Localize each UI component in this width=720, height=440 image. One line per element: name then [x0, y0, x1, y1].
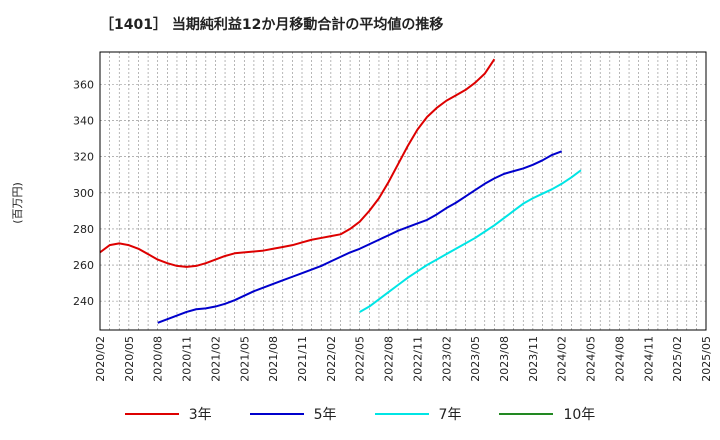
y-tick-label: 300 [73, 187, 94, 200]
series-lines [99, 58, 582, 324]
x-tick-label: 2020/02 [94, 336, 107, 382]
x-tick-label: 2025/02 [671, 336, 684, 382]
x-tick-label: 2023/11 [527, 336, 540, 382]
x-tick-label: 2022/08 [383, 336, 396, 382]
chart-title: ［1401］ 当期純利益12か月移動合計の平均値の推移 [100, 17, 444, 33]
grid-lines [100, 52, 706, 330]
legend-item: 3年 [124, 404, 212, 424]
legend-item: 10年 [499, 404, 595, 424]
x-tick-label: 2021/08 [267, 336, 280, 382]
legend-item: 7年 [374, 404, 462, 424]
x-tick-label: 2024/05 [585, 336, 598, 382]
x-tick-label: 2024/02 [556, 336, 569, 382]
x-tick-label: 2024/08 [613, 336, 626, 382]
legend-label: 7年 [438, 407, 462, 423]
y-tick-label: 240 [73, 295, 94, 308]
x-tick-label: 2020/08 [152, 336, 165, 382]
series-line-7年 [359, 169, 582, 313]
y-tick-label: 280 [73, 223, 94, 236]
series-line-3年 [99, 58, 496, 268]
x-tick-label: 2022/02 [325, 336, 338, 382]
series-line-5年 [157, 150, 563, 324]
legend-label: 10年 [563, 407, 596, 423]
y-tick-labels: 240 260 280 300 320 340 360 [73, 78, 94, 308]
x-tick-label: 2021/11 [296, 336, 309, 382]
legend: 3年 5年 7年 10年 [0, 404, 720, 424]
legend-swatch [124, 413, 179, 415]
legend-swatch [374, 413, 429, 415]
y-tick-label: 340 [73, 115, 94, 128]
x-tick-label: 2023/05 [469, 336, 482, 382]
x-tick-label: 2025/05 [700, 336, 713, 382]
legend-label: 5年 [313, 407, 337, 423]
legend-swatch [249, 413, 304, 415]
x-tick-label: 2022/11 [411, 336, 424, 382]
legend-item: 5年 [249, 404, 337, 424]
x-tick-label: 2023/08 [498, 336, 511, 382]
y-tick-label: 360 [73, 78, 94, 91]
x-tick-label: 2023/02 [440, 336, 453, 382]
legend-swatch [499, 413, 554, 415]
y-tick-label: 320 [73, 151, 94, 164]
x-tick-label: 2024/11 [642, 336, 655, 382]
x-tick-label: 2021/02 [209, 336, 222, 382]
x-tick-labels: 2020/02 2020/05 2020/08 2020/11 2021/02 2021/… [94, 336, 713, 382]
x-tick-label: 2020/05 [123, 336, 136, 382]
plot-frame [99, 51, 707, 331]
legend-label: 3年 [188, 407, 212, 423]
y-tick-label: 260 [73, 259, 94, 272]
x-tick-label: 2022/05 [354, 336, 367, 382]
x-tick-label: 2021/05 [238, 336, 251, 382]
x-tick-label: 2020/11 [181, 336, 194, 382]
